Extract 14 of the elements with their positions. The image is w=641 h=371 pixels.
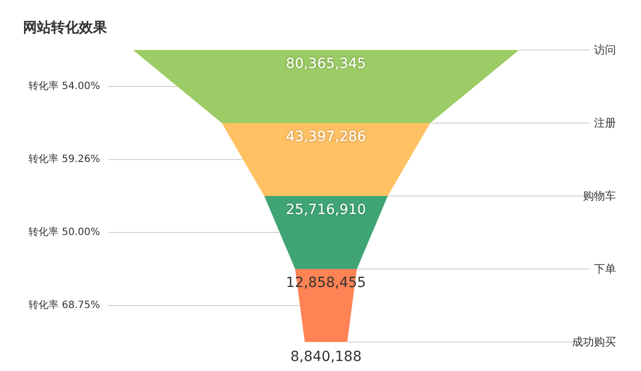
category-label: 下单 — [594, 262, 616, 276]
category-label: 购物车 — [583, 190, 616, 202]
text: 转化率 59.26% — [28, 153, 100, 165]
category-label: 成功购买 — [572, 336, 616, 348]
data-label: 25,716,910 — [286, 202, 366, 218]
text: 网站转化效果 — [23, 20, 108, 36]
data-label: 8,840,188 — [290, 349, 362, 365]
category-label: 访问 — [594, 44, 616, 56]
category-label: 注册 — [594, 116, 616, 130]
text: 转化率 68.75% — [28, 299, 100, 311]
text: 转化率 50.00% — [28, 226, 100, 238]
data-label: 43,397,286 — [286, 129, 366, 145]
data-label: 80,365,345 — [286, 56, 366, 72]
text: 转化率 54.00% — [28, 80, 100, 92]
